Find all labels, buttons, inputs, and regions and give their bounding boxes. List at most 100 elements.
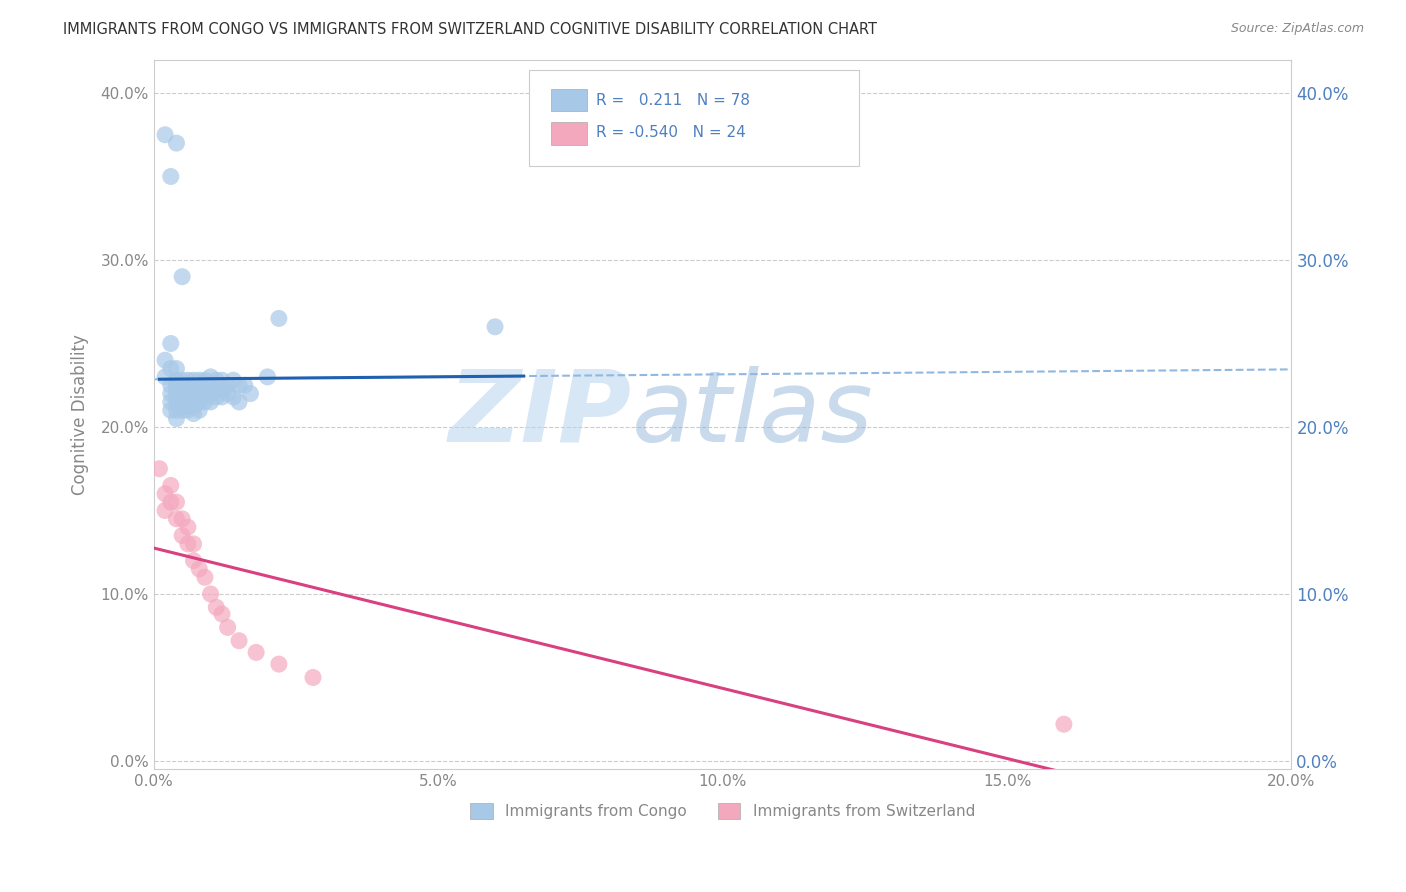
Point (239, 386, 262, 401)
Text: R =   0.211   N = 78: R = 0.211 N = 78 (596, 93, 751, 108)
Point (228, 395, 250, 409)
FancyBboxPatch shape (551, 122, 588, 145)
Point (200, 395, 222, 409)
Point (166, 512, 188, 526)
Point (228, 378, 250, 392)
Text: atlas: atlas (631, 366, 873, 463)
Text: IMMIGRANTS FROM CONGO VS IMMIGRANTS FROM SWITZERLAND COGNITIVE DISABILITY CORREL: IMMIGRANTS FROM CONGO VS IMMIGRANTS FROM… (63, 22, 877, 37)
Point (183, 553, 205, 567)
Point (177, 383, 200, 397)
Point (183, 407, 205, 421)
Legend: Immigrants from Congo, Immigrants from Switzerland: Immigrants from Congo, Immigrants from S… (464, 797, 981, 825)
Point (159, 386, 181, 401)
Point (228, 633, 250, 648)
Point (166, 383, 188, 397)
Point (172, 386, 194, 401)
Point (256, 370, 278, 384)
Point (183, 400, 205, 414)
Text: Source: ZipAtlas.com: Source: ZipAtlas.com (1230, 22, 1364, 36)
Point (211, 373, 233, 387)
FancyBboxPatch shape (551, 88, 588, 112)
Point (177, 400, 200, 414)
Point (194, 378, 217, 392)
Point (302, 670, 325, 684)
Point (211, 383, 233, 397)
Point (153, 503, 176, 517)
Point (183, 378, 205, 392)
Point (200, 370, 222, 384)
Point (188, 390, 211, 404)
Point (267, 311, 290, 326)
Point (177, 537, 200, 551)
Point (200, 386, 222, 401)
Point (267, 657, 290, 672)
Point (194, 395, 217, 409)
Point (194, 390, 217, 404)
Point (188, 378, 211, 392)
Point (222, 373, 245, 387)
Point (153, 353, 176, 368)
Point (153, 487, 176, 501)
Point (159, 403, 181, 417)
Point (153, 128, 176, 142)
Point (166, 390, 188, 404)
Point (205, 383, 228, 397)
Point (166, 136, 188, 150)
Point (172, 528, 194, 542)
Point (183, 395, 205, 409)
Point (177, 373, 200, 387)
Point (172, 269, 194, 284)
Point (245, 645, 267, 659)
Point (177, 378, 200, 392)
Point (1053, 717, 1076, 731)
Point (159, 478, 181, 492)
Point (177, 520, 200, 534)
Point (177, 403, 200, 417)
Point (183, 537, 205, 551)
Point (205, 600, 228, 615)
Point (172, 395, 194, 409)
Point (159, 336, 181, 351)
Point (188, 562, 211, 576)
Point (159, 361, 181, 376)
Point (200, 587, 222, 601)
Point (222, 390, 245, 404)
Y-axis label: Cognitive Disability: Cognitive Disability (72, 334, 89, 495)
Point (159, 495, 181, 509)
Point (177, 390, 200, 404)
Point (172, 378, 194, 392)
Point (172, 403, 194, 417)
Point (166, 403, 188, 417)
FancyBboxPatch shape (529, 70, 859, 166)
Point (159, 169, 181, 184)
Point (200, 378, 222, 392)
Point (217, 620, 239, 634)
Point (177, 395, 200, 409)
Text: R = -0.540   N = 24: R = -0.540 N = 24 (596, 125, 747, 140)
Point (188, 395, 211, 409)
Point (172, 400, 194, 414)
Point (183, 386, 205, 401)
Point (148, 461, 170, 475)
Point (194, 373, 217, 387)
Point (166, 411, 188, 425)
Point (166, 361, 188, 376)
Point (172, 373, 194, 387)
Point (159, 378, 181, 392)
Point (188, 403, 211, 417)
Point (205, 390, 228, 404)
Point (205, 373, 228, 387)
Point (172, 383, 194, 397)
Point (159, 395, 181, 409)
Point (183, 373, 205, 387)
Text: ZIP: ZIP (449, 366, 631, 463)
Point (172, 390, 194, 404)
Point (194, 570, 217, 584)
Point (211, 390, 233, 404)
Point (166, 378, 188, 392)
Point (211, 607, 233, 621)
Point (217, 378, 239, 392)
Point (166, 395, 188, 409)
Point (233, 378, 256, 392)
Point (153, 370, 176, 384)
